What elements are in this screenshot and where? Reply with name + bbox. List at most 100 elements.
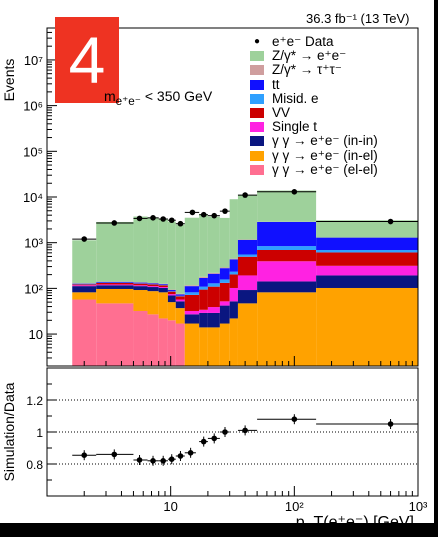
histogram-bar	[219, 279, 230, 283]
ratio-point	[387, 421, 394, 427]
histogram-bar	[257, 221, 317, 247]
legend-swatch	[250, 79, 264, 90]
histogram-bar	[237, 239, 258, 255]
legend-label: Misid. e	[272, 90, 319, 106]
histogram-bar	[257, 292, 317, 366]
histogram-bar	[229, 301, 238, 319]
histogram-bar	[133, 310, 148, 366]
legend-entry: γ γ → e⁺e⁻ (el-el)	[250, 162, 378, 177]
legend-entry: γ γ → e⁺e⁻ (in-el)	[250, 147, 378, 163]
legend-entry: γ γ → e⁺e⁻ (in-in)	[250, 134, 378, 148]
legend-marker: ●	[253, 36, 261, 47]
histogram-bar	[219, 301, 230, 306]
y-tick-label: 10³	[24, 236, 43, 251]
y-tick-label: 10⁴	[23, 190, 43, 205]
histogram-bar	[158, 292, 168, 319]
histogram-bar	[133, 286, 148, 291]
legend-label: e⁺e⁻ Data	[272, 34, 334, 49]
y-tick-label: 10	[29, 327, 43, 342]
ratio-point	[187, 450, 194, 456]
histogram-bar	[175, 299, 185, 302]
legend-swatch	[250, 51, 264, 62]
ratio-point	[242, 427, 248, 434]
histogram-bar	[184, 310, 200, 315]
data-point	[200, 211, 207, 218]
histogram-bar	[199, 286, 208, 290]
ratio-point	[81, 452, 88, 459]
histogram-bar	[237, 254, 258, 257]
data-point	[387, 218, 394, 225]
ratio-point	[150, 458, 156, 464]
y-tick-label: 10²	[24, 281, 43, 296]
histogram-bar	[147, 287, 159, 292]
histogram-bar	[219, 282, 230, 302]
histogram-bar	[175, 293, 185, 295]
histogram-bar	[199, 327, 208, 366]
histogram-bar	[257, 246, 317, 250]
histogram-bar	[72, 285, 97, 287]
histogram-bar	[207, 216, 220, 273]
histogram-bar	[158, 284, 168, 285]
mass-cut-label: me⁺e⁻ < 350 GeV	[104, 88, 212, 108]
legend-swatch	[250, 93, 264, 104]
histogram-bar	[96, 221, 134, 282]
histogram-bar	[257, 190, 317, 222]
data-point	[111, 220, 118, 226]
legend: ● e⁺e⁻ Data Z/γ* → e⁺e⁻ Z/γ* → τ⁺τ⁻ tt Misid.…	[250, 34, 378, 177]
histogram-bar	[199, 309, 208, 313]
histogram-bar	[158, 285, 168, 288]
histogram-bar	[133, 282, 148, 284]
histogram-bar	[229, 274, 238, 288]
histogram-bar	[184, 217, 200, 286]
legend-label: VV	[272, 104, 291, 120]
ratio-y-tick-label: 1	[36, 426, 43, 440]
ratio-point	[211, 435, 218, 442]
histogram-bar	[207, 327, 220, 366]
histogram-bar	[167, 295, 176, 303]
cut-text: me⁺e⁻ < 350 GeV	[104, 88, 213, 108]
histogram-bar	[237, 275, 258, 291]
data-point	[136, 215, 143, 222]
ratio-point	[111, 451, 118, 458]
histogram-bar	[175, 301, 185, 309]
histogram-bar	[147, 286, 159, 288]
histogram-bar	[167, 221, 176, 290]
legend-label: Z/γ* → τ⁺τ⁻	[272, 62, 342, 78]
y-axis-label: Events	[1, 59, 17, 102]
histogram-bar	[237, 194, 258, 240]
histogram-bar	[207, 307, 220, 313]
histogram-bar	[316, 252, 418, 266]
data-point	[222, 208, 228, 214]
histogram-bar	[175, 224, 185, 294]
legend-entry: Z/γ* → τ⁺τ⁻	[250, 63, 378, 77]
histogram-bar	[257, 261, 317, 282]
histogram-bar	[199, 276, 208, 278]
data-point	[81, 236, 88, 242]
histogram-bar	[72, 286, 97, 293]
histogram-bar	[184, 294, 200, 311]
data-point	[211, 212, 218, 219]
histogram-bar	[147, 284, 159, 287]
legend-entry: ● e⁺e⁻ Data	[250, 34, 378, 49]
x-tick-label: 10	[163, 499, 177, 514]
legend-label: γ γ → e⁺e⁻ (in-el)	[272, 147, 378, 163]
histogram-bar	[207, 272, 220, 274]
data-point	[189, 209, 196, 216]
histogram-bar	[175, 296, 185, 300]
data-point	[150, 215, 156, 221]
x-axis-label: p_T(e⁺e⁻) [GeV]	[296, 514, 414, 531]
histogram-bar	[96, 288, 134, 304]
legend-label: γ γ → e⁺e⁻ (in-in)	[272, 133, 378, 149]
histogram-bar	[147, 283, 159, 285]
histogram-bar	[207, 312, 220, 328]
histogram-bar	[229, 271, 238, 275]
ratio-y-axis-label: Simulation/Data	[1, 382, 17, 481]
histogram-bar	[316, 249, 418, 253]
histogram-bar	[72, 299, 97, 366]
histogram-bar	[184, 285, 200, 287]
histogram-bar	[96, 281, 134, 283]
histogram-bar	[199, 289, 208, 310]
ratio-point	[136, 457, 143, 463]
histogram-bar	[72, 292, 97, 300]
histogram-bar	[158, 219, 168, 284]
